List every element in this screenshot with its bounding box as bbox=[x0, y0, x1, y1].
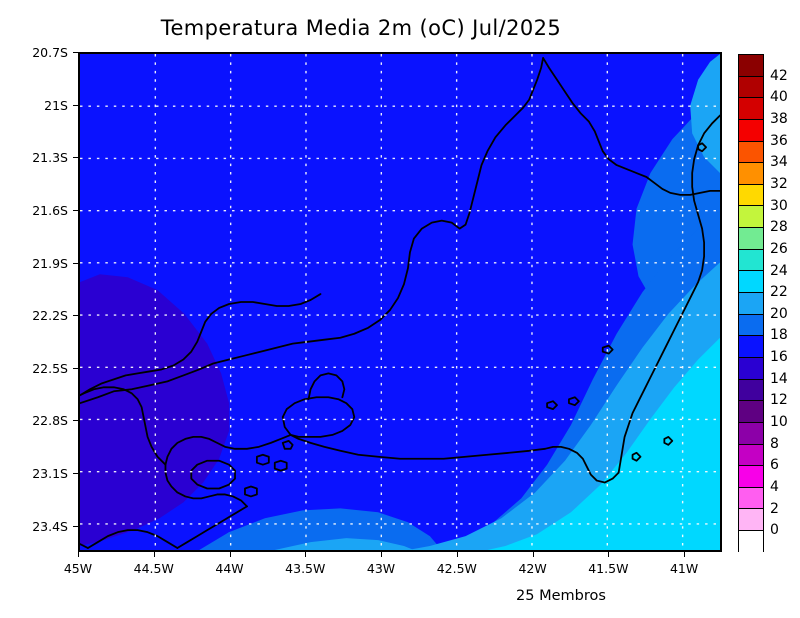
colorbar-swatch bbox=[739, 466, 763, 488]
colorbar-tick-label: 30 bbox=[770, 197, 788, 214]
x-tick-label: 41.5W bbox=[588, 561, 629, 576]
x-tick-label: 44W bbox=[215, 561, 244, 576]
y-tick-mark bbox=[73, 315, 78, 317]
colorbar-tick-label: 32 bbox=[770, 175, 788, 192]
caption-text: 25 Membros bbox=[516, 588, 606, 604]
y-tick-label: 22.2S bbox=[32, 308, 68, 324]
colorbar-swatch bbox=[739, 141, 763, 164]
member-count-caption: 25 Membros bbox=[0, 588, 722, 604]
colorbar-tick-label: 20 bbox=[770, 305, 788, 322]
x-tick-label: 41W bbox=[669, 561, 699, 576]
x-tick-mark bbox=[381, 552, 383, 557]
colorbar-swatch bbox=[739, 119, 763, 142]
y-tick-label: 23.4S bbox=[32, 518, 68, 534]
y-tick-mark bbox=[73, 525, 78, 527]
y-tick-label: 21.9S bbox=[32, 255, 68, 271]
colorbar-swatch bbox=[739, 487, 763, 510]
map-gridlines bbox=[80, 54, 720, 550]
colorbar-tick-label: 16 bbox=[770, 349, 788, 366]
colorbar-tick-label: 26 bbox=[770, 240, 788, 257]
y-tick-mark bbox=[73, 262, 78, 264]
y-tick-label: 22.8S bbox=[32, 413, 68, 429]
colorbar-swatch bbox=[739, 206, 763, 229]
colorbar-tick-label: 10 bbox=[770, 414, 788, 431]
colorbar-tick-label: 38 bbox=[770, 110, 788, 127]
colorbar-tick-label: 6 bbox=[770, 457, 779, 474]
x-tick-mark bbox=[684, 552, 686, 557]
colorbar-swatch bbox=[739, 76, 763, 99]
y-tick-mark bbox=[73, 367, 78, 369]
colorbar-swatch bbox=[739, 98, 763, 120]
y-tick-label: 20.7S bbox=[32, 45, 68, 60]
x-tick-label: 43W bbox=[366, 561, 396, 576]
y-tick-label: 22.5S bbox=[32, 360, 68, 376]
colorbar-swatch bbox=[739, 357, 763, 380]
colorbar-tick-label: 14 bbox=[770, 370, 788, 387]
colorbar-swatch bbox=[739, 336, 763, 358]
colorbar-tick-label: 42 bbox=[770, 67, 788, 84]
y-tick-label: 21.3S bbox=[32, 150, 68, 166]
x-tick-mark bbox=[229, 552, 231, 557]
x-tick-mark bbox=[305, 552, 307, 557]
x-tick-mark bbox=[608, 552, 610, 557]
colorbar-tick-label: 36 bbox=[770, 132, 788, 149]
colorbar-tick-label: 0 bbox=[770, 522, 779, 539]
x-tick-label: 43.5W bbox=[285, 561, 326, 576]
colorbar-swatch bbox=[739, 379, 763, 402]
x-tick-label: 42.5W bbox=[436, 561, 477, 576]
colorbar-tick-label: 2 bbox=[770, 500, 779, 517]
map-plot-area bbox=[78, 52, 722, 552]
colorbar-tick-label: 22 bbox=[770, 284, 788, 301]
colorbar-swatch bbox=[739, 55, 763, 77]
y-tick-mark bbox=[73, 473, 78, 475]
page-title: Temperatura Media 2m (oC) Jul/2025 bbox=[160, 16, 562, 40]
colorbar-tick-label: 34 bbox=[770, 154, 788, 171]
colorbar-tick-label: 24 bbox=[770, 262, 788, 279]
x-tick-mark bbox=[456, 552, 458, 557]
colorbar-tick-label: 28 bbox=[770, 219, 788, 236]
x-tick-mark bbox=[153, 552, 155, 557]
colorbar-swatch bbox=[739, 184, 763, 207]
colorbar bbox=[738, 54, 764, 553]
y-tick-mark bbox=[73, 52, 78, 53]
x-tick-mark bbox=[532, 552, 534, 557]
y-tick-mark bbox=[73, 209, 78, 211]
colorbar-tick-label: 18 bbox=[770, 327, 788, 344]
y-tick-mark bbox=[73, 157, 78, 159]
colorbar-swatch bbox=[739, 228, 763, 250]
colorbar-swatch bbox=[739, 531, 763, 553]
y-tick-label: 23.1S bbox=[32, 466, 68, 482]
y-tick-mark bbox=[73, 104, 78, 106]
colorbar-swatch bbox=[739, 249, 763, 272]
y-tick-mark bbox=[73, 420, 78, 422]
colorbar-swatch bbox=[739, 422, 763, 445]
y-tick-label: 21.6S bbox=[32, 202, 68, 218]
colorbar-tick-label: 12 bbox=[770, 392, 788, 409]
x-tick-label: 42W bbox=[518, 561, 547, 576]
y-tick-label: 21S bbox=[44, 97, 68, 113]
colorbar-swatch bbox=[739, 509, 763, 532]
colorbar-tick-label: 8 bbox=[770, 435, 779, 452]
colorbar-swatch bbox=[739, 444, 763, 467]
colorbar-tick-label: 4 bbox=[770, 479, 779, 496]
colorbar-swatch bbox=[739, 401, 763, 423]
colorbar-swatch bbox=[739, 314, 763, 337]
x-tick-label: 45W bbox=[63, 561, 93, 576]
x-tick-mark bbox=[78, 552, 79, 557]
x-tick-label: 44.5W bbox=[133, 561, 174, 576]
colorbar-swatch bbox=[739, 163, 763, 185]
colorbar-swatch bbox=[739, 293, 763, 315]
colorbar-tick-label: 40 bbox=[770, 89, 788, 106]
colorbar-swatch bbox=[739, 271, 763, 294]
coastline-overlay bbox=[80, 54, 720, 550]
